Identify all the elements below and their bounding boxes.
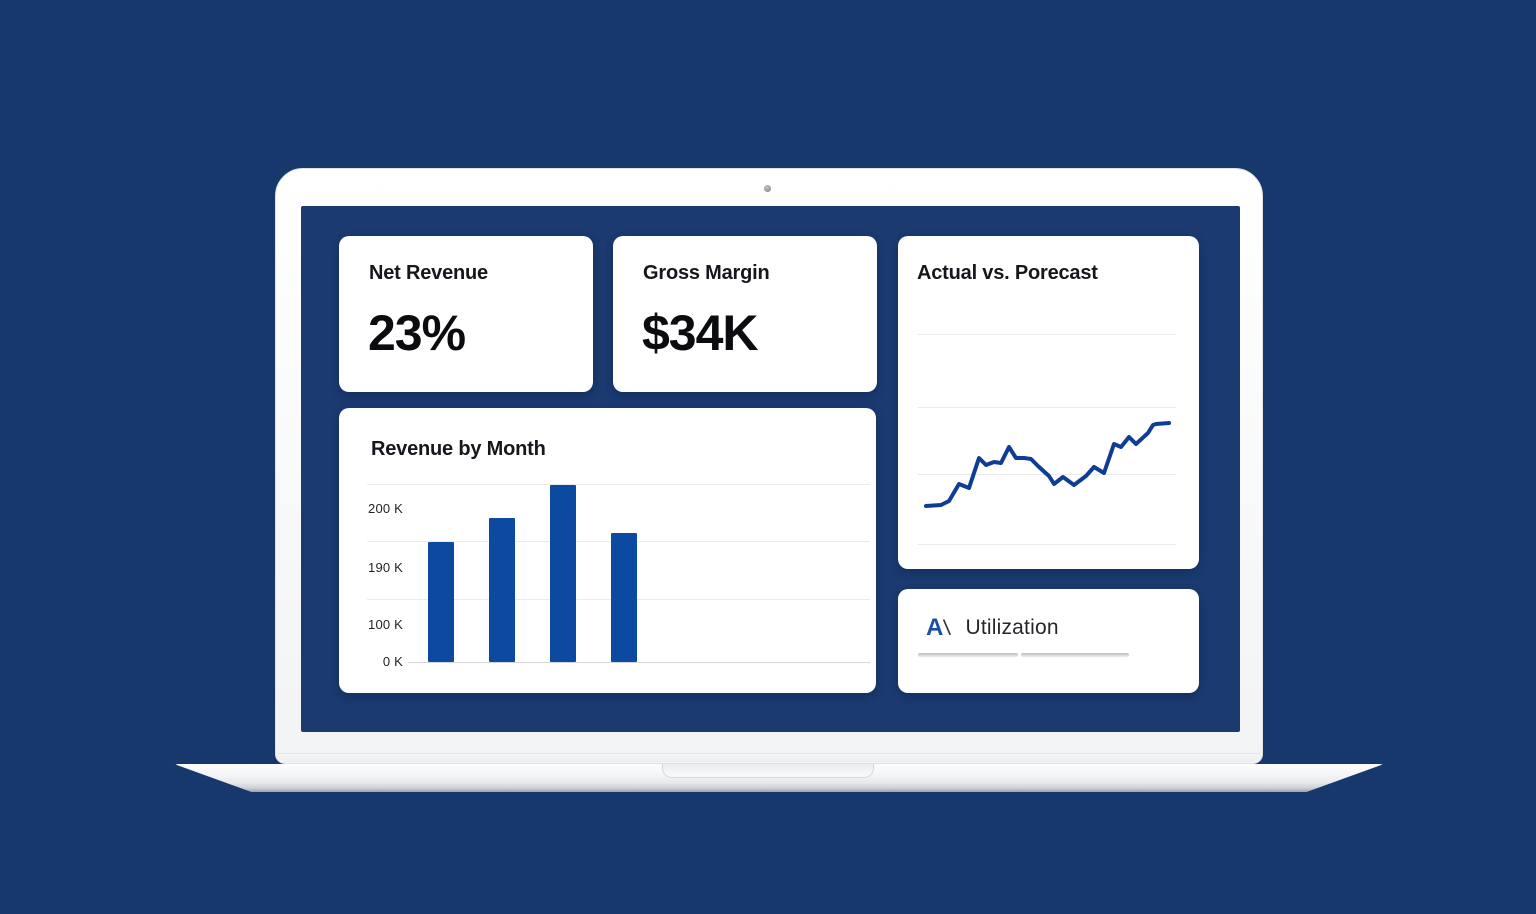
actual-vs-forecast-title: Actual vs. Porecast — [917, 262, 1098, 284]
utilization-logo: A \ Utilization — [926, 614, 1059, 642]
laptop-hinge — [278, 753, 1260, 762]
y-axis-label: 190 K — [368, 560, 403, 575]
bar — [428, 542, 454, 662]
gridline — [918, 334, 1176, 335]
gross-margin-card: Gross Margin $34K — [613, 236, 877, 392]
actual-vs-forecast-card: Actual vs. Porecast — [898, 236, 1199, 569]
laptop-base — [174, 764, 1384, 792]
bar-chart: 0 K 100 K 190 K 200 K — [339, 408, 876, 693]
y-axis-label: 0 K — [382, 654, 403, 669]
revenue-by-month-card: Revenue by Month 0 K 100 K 190 K 200 K — [339, 408, 876, 693]
bar — [489, 518, 515, 662]
logo-a-icon: A — [926, 614, 944, 641]
dashboard-screen: Net Revenue 23% Gross Margin $34K Actual… — [301, 206, 1240, 732]
net-revenue-value: 23% — [368, 305, 466, 361]
net-revenue-card: Net Revenue 23% — [339, 236, 593, 392]
webcam-dot-icon — [764, 185, 771, 192]
gridline — [367, 484, 870, 485]
gridline — [918, 544, 1176, 545]
gridline — [408, 662, 870, 663]
y-axis-label: 200 K — [368, 501, 403, 516]
utilization-track-segment — [918, 653, 1018, 657]
forecast-line — [924, 421, 1171, 508]
bar — [611, 533, 637, 662]
utilization-card: A \ Utilization — [898, 589, 1199, 693]
gridline — [918, 407, 1176, 408]
utilization-track — [898, 589, 1199, 693]
revenue-by-month-title: Revenue by Month — [371, 438, 546, 460]
laptop-bezel: Net Revenue 23% Gross Margin $34K Actual… — [275, 168, 1263, 764]
gross-margin-value: $34K — [642, 305, 759, 361]
utilization-title: Utilization — [965, 616, 1059, 639]
gross-margin-title: Gross Margin — [643, 262, 770, 284]
net-revenue-title: Net Revenue — [369, 262, 488, 284]
bar — [550, 485, 576, 662]
laptop-base-notch — [662, 764, 874, 778]
y-axis-label: 100 K — [368, 617, 403, 632]
line-chart — [898, 236, 1199, 569]
utilization-track-segment — [1021, 653, 1129, 657]
